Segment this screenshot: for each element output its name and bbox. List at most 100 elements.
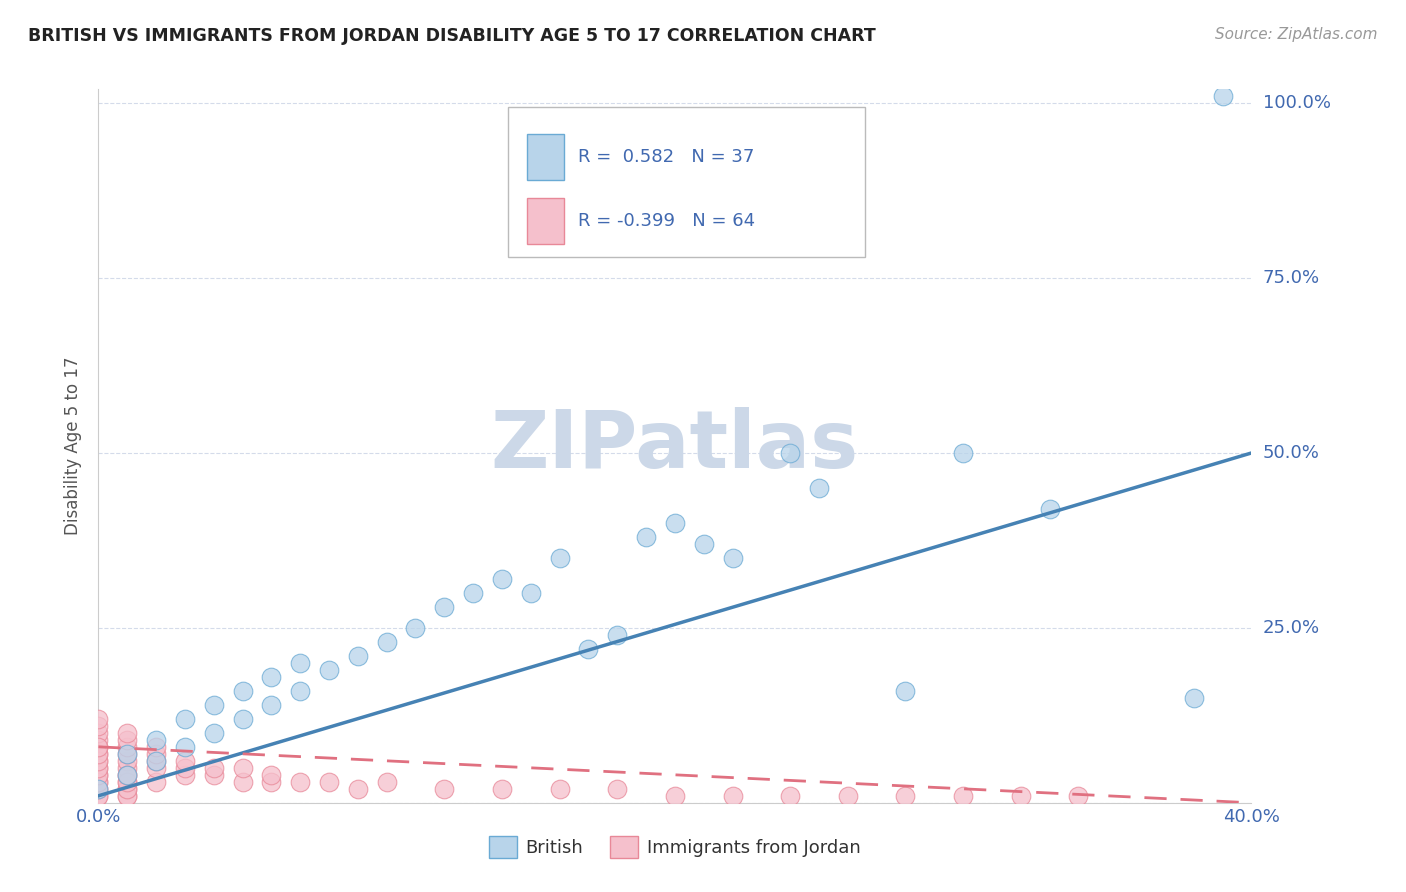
Point <box>202 761 225 775</box>
Point <box>491 572 513 586</box>
Point <box>231 712 254 726</box>
Point <box>145 774 167 789</box>
Point <box>693 537 716 551</box>
Point <box>231 774 254 789</box>
Point <box>721 550 744 565</box>
Point <box>117 774 138 789</box>
Text: 25.0%: 25.0% <box>1263 619 1320 637</box>
Text: 50.0%: 50.0% <box>1263 444 1320 462</box>
Point <box>1182 690 1205 705</box>
Text: BRITISH VS IMMIGRANTS FROM JORDAN DISABILITY AGE 5 TO 17 CORRELATION CHART: BRITISH VS IMMIGRANTS FROM JORDAN DISABI… <box>28 27 876 45</box>
Text: R =  0.582   N = 37: R = 0.582 N = 37 <box>578 148 755 166</box>
Point <box>318 774 340 789</box>
Point <box>837 789 859 803</box>
Point <box>578 641 600 656</box>
Point <box>117 789 138 803</box>
Point <box>290 656 312 670</box>
Point <box>433 599 456 614</box>
Point <box>145 754 167 768</box>
Point <box>117 754 138 768</box>
Point <box>491 781 513 796</box>
Point <box>202 768 225 782</box>
Point <box>202 698 225 712</box>
Point <box>636 530 658 544</box>
Point <box>87 712 110 726</box>
Point <box>174 768 197 782</box>
Point <box>87 739 110 754</box>
Point <box>87 747 110 761</box>
Text: 100.0%: 100.0% <box>1263 95 1331 112</box>
Point <box>87 739 110 754</box>
FancyBboxPatch shape <box>527 134 564 180</box>
Point <box>145 761 167 775</box>
Point <box>548 781 571 796</box>
Point <box>1010 789 1032 803</box>
Point <box>520 586 543 600</box>
Point <box>231 761 254 775</box>
Y-axis label: Disability Age 5 to 17: Disability Age 5 to 17 <box>65 357 83 535</box>
Point <box>117 781 138 796</box>
Point <box>433 781 456 796</box>
Text: R = -0.399   N = 64: R = -0.399 N = 64 <box>578 212 755 230</box>
Point <box>1038 502 1062 516</box>
Point <box>87 781 110 796</box>
Point <box>174 712 197 726</box>
Point <box>87 761 110 775</box>
Point <box>117 789 138 803</box>
Text: 75.0%: 75.0% <box>1263 269 1320 287</box>
Point <box>145 739 167 754</box>
Point <box>721 789 744 803</box>
Point <box>461 586 484 600</box>
Point <box>1212 89 1234 103</box>
Point <box>145 754 167 768</box>
Point <box>87 761 110 775</box>
Point <box>87 754 110 768</box>
Point <box>1067 789 1090 803</box>
Point <box>117 726 138 740</box>
Point <box>87 732 110 747</box>
Point <box>117 747 138 761</box>
Point <box>779 446 801 460</box>
Point <box>174 739 197 754</box>
Point <box>117 774 138 789</box>
Point <box>606 781 628 796</box>
Point <box>375 774 398 789</box>
Point <box>606 628 628 642</box>
Point <box>260 698 283 712</box>
Point <box>260 774 283 789</box>
FancyBboxPatch shape <box>508 107 865 257</box>
Point <box>87 747 110 761</box>
Point <box>174 754 197 768</box>
Point <box>117 768 138 782</box>
Point <box>894 789 917 803</box>
Point <box>87 726 110 740</box>
Point <box>145 732 167 747</box>
Point <box>664 789 686 803</box>
Point <box>260 768 283 782</box>
Point <box>290 684 312 698</box>
Point <box>807 481 830 495</box>
FancyBboxPatch shape <box>527 198 564 244</box>
Point <box>87 789 110 803</box>
Point <box>202 726 225 740</box>
Point <box>87 719 110 733</box>
Point <box>548 550 571 565</box>
Point <box>952 446 974 460</box>
Point <box>260 670 283 684</box>
Point <box>145 747 167 761</box>
Point <box>117 768 138 782</box>
Point <box>87 774 110 789</box>
Point <box>346 781 368 796</box>
Point <box>87 774 110 789</box>
Point <box>117 761 138 775</box>
Point <box>174 761 197 775</box>
Text: ZIPatlas: ZIPatlas <box>491 407 859 485</box>
Point <box>117 739 138 754</box>
Point <box>117 768 138 782</box>
Point <box>405 621 427 635</box>
Point <box>87 754 110 768</box>
Point <box>87 768 110 782</box>
Point <box>894 684 917 698</box>
Point <box>375 635 398 649</box>
Point <box>231 684 254 698</box>
